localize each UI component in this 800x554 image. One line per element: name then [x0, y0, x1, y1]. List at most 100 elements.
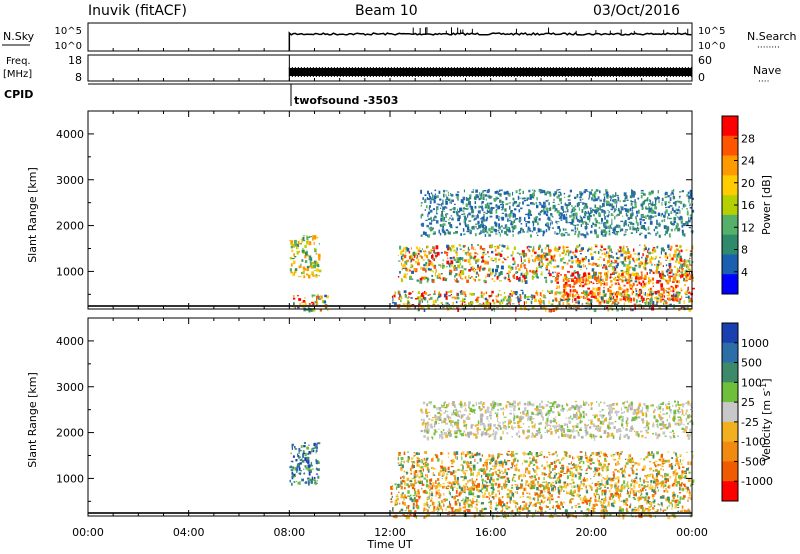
power-cell — [553, 276, 555, 278]
power-cell — [438, 190, 441, 194]
velocity-cell — [451, 403, 454, 405]
power-colorbar-swatch — [722, 155, 738, 176]
power-cell — [685, 271, 689, 275]
velocity-cell — [424, 451, 428, 454]
power-cell — [467, 251, 469, 254]
power-cell — [552, 215, 554, 218]
power-cell — [635, 292, 638, 297]
power-cell — [552, 207, 555, 210]
power-cell — [496, 275, 499, 280]
power-cell — [408, 292, 411, 295]
power-cell — [473, 270, 476, 273]
power-cell — [577, 233, 580, 238]
velocity-cell — [585, 401, 588, 405]
power-cell — [460, 276, 462, 279]
velocity-cell — [494, 431, 498, 435]
velocity-cell — [594, 414, 598, 417]
power-cell — [292, 243, 295, 247]
power-cell — [689, 189, 693, 193]
power-cell — [445, 302, 447, 305]
power-cell — [440, 264, 442, 268]
power-cell — [616, 257, 620, 260]
power-cell — [672, 273, 675, 276]
velocity-cell — [512, 404, 515, 407]
power-cell — [568, 259, 571, 262]
power-cell — [640, 263, 643, 265]
velocity-cell — [544, 473, 547, 476]
velocity-cell — [467, 435, 471, 438]
velocity-cell — [555, 425, 559, 427]
power-cell — [314, 248, 317, 253]
power-cell — [294, 271, 296, 274]
power-cell — [316, 268, 319, 272]
power-cell — [652, 201, 654, 204]
power-cell — [557, 226, 560, 229]
velocity-cell — [317, 475, 320, 479]
power-cell — [480, 192, 483, 197]
power-cell — [605, 253, 607, 258]
power-cell — [301, 302, 304, 304]
power-cell — [307, 238, 309, 242]
power-cell — [611, 298, 614, 300]
velocity-cell — [561, 407, 565, 411]
power-cell — [436, 207, 438, 210]
power-cell — [641, 214, 645, 217]
power-cell — [552, 271, 554, 274]
velocity-cell — [615, 402, 619, 406]
velocity-cell — [527, 430, 530, 432]
power-cell — [517, 232, 520, 235]
power-cell — [563, 214, 565, 216]
power-cell — [449, 217, 451, 219]
velocity-cell — [608, 421, 611, 425]
power-cell — [472, 257, 476, 259]
power-cell — [545, 258, 549, 261]
velocity-cell — [568, 420, 571, 424]
power-cell — [626, 246, 628, 248]
velocity-cell — [657, 407, 659, 411]
power-cell — [656, 245, 659, 249]
power-cell — [665, 269, 667, 271]
power-cell — [540, 295, 543, 297]
velocity-cell — [400, 462, 402, 467]
power-cell — [483, 292, 485, 296]
velocity-cell — [401, 464, 404, 469]
power-cell — [429, 218, 432, 220]
power-cell — [556, 276, 559, 278]
power-cell — [401, 265, 404, 267]
power-cell — [497, 293, 499, 297]
power-cell — [433, 217, 435, 221]
velocity-cell — [422, 401, 426, 405]
velocity-cell — [625, 428, 628, 431]
power-cell — [625, 288, 628, 291]
velocity-cell — [450, 421, 452, 426]
power-cell — [611, 203, 613, 207]
power-cell — [687, 259, 691, 263]
velocity-cell — [621, 412, 624, 414]
velocity-cell — [577, 409, 580, 413]
velocity-cell — [536, 430, 539, 432]
power-cell — [314, 236, 316, 240]
velocity-cell — [607, 404, 611, 407]
velocity-cell — [449, 419, 452, 423]
power-cell — [618, 207, 620, 212]
power-cell — [497, 197, 500, 199]
power-cell — [585, 222, 588, 227]
power-cell — [685, 276, 688, 280]
power-cell — [543, 210, 547, 215]
power-cell — [442, 264, 445, 267]
power-cell — [473, 218, 476, 221]
velocity-cell — [440, 430, 443, 433]
power-cell — [532, 220, 535, 224]
power-cell — [478, 198, 481, 201]
velocity-cell — [659, 403, 663, 405]
velocity-cell — [467, 452, 469, 455]
power-cell — [632, 225, 634, 229]
velocity-cell — [603, 430, 607, 434]
power-cell — [507, 299, 511, 303]
power-cell — [403, 247, 406, 250]
velocity-cell — [317, 461, 320, 464]
velocity-cell — [604, 486, 606, 488]
velocity-cell — [477, 471, 480, 476]
power-cell — [565, 220, 568, 224]
velocity-cell — [313, 478, 316, 481]
